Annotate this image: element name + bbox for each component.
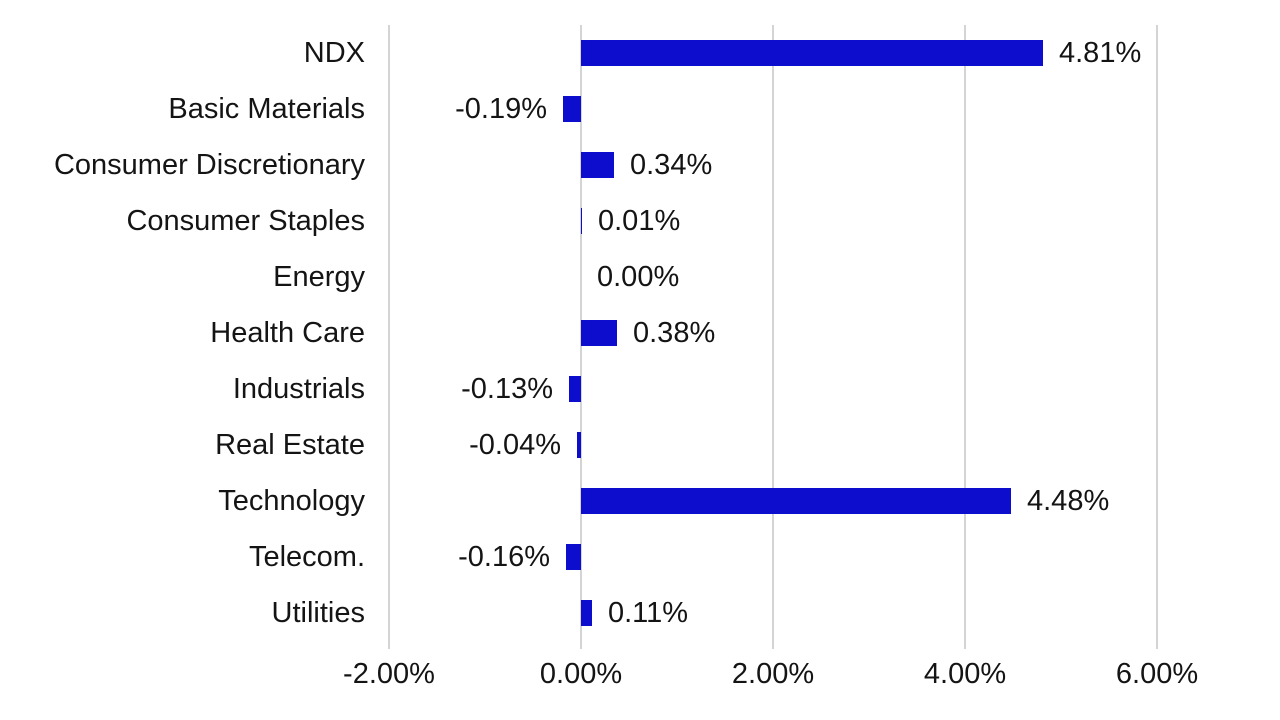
chart-row: Energy 0.00% bbox=[0, 249, 1280, 305]
gridline bbox=[1156, 25, 1158, 641]
value-label: 0.11% bbox=[608, 597, 689, 629]
bar bbox=[581, 40, 1043, 66]
category-label: Consumer Staples bbox=[126, 205, 365, 237]
axis-tick-mark bbox=[388, 641, 390, 649]
bar bbox=[563, 96, 581, 122]
bar-track: 0.34% bbox=[389, 137, 1157, 193]
bar bbox=[581, 600, 592, 626]
category-label: Technology bbox=[218, 485, 365, 517]
bar bbox=[569, 376, 581, 402]
bar-track: 0.00% bbox=[389, 249, 1157, 305]
value-label: -0.04% bbox=[469, 429, 561, 461]
chart-row: Industrials -0.13% bbox=[0, 361, 1280, 417]
x-axis-tick-label: 2.00% bbox=[731, 658, 815, 690]
category-label: Real Estate bbox=[215, 429, 365, 461]
x-axis-tick-label: 0.00% bbox=[539, 658, 623, 690]
bar-track: 0.38% bbox=[389, 305, 1157, 361]
bar-rows: NDX 4.81% Basic Materials -0.19% Consumer Di… bbox=[0, 25, 1280, 641]
bar-track: 4.48% bbox=[389, 473, 1157, 529]
bar bbox=[577, 432, 581, 458]
value-label: -0.13% bbox=[461, 373, 553, 405]
bar-track: -0.13% bbox=[389, 361, 1157, 417]
value-label: 0.34% bbox=[630, 149, 713, 181]
x-axis-tick-label: 4.00% bbox=[923, 658, 1007, 690]
value-label: 4.48% bbox=[1027, 485, 1110, 517]
category-label: Industrials bbox=[232, 373, 365, 405]
bar-track: -0.16% bbox=[389, 529, 1157, 585]
bar-track: 0.01% bbox=[389, 193, 1157, 249]
bar bbox=[581, 208, 582, 234]
value-label: -0.16% bbox=[458, 541, 550, 573]
gridline bbox=[772, 25, 774, 641]
category-label: Telecom. bbox=[248, 541, 365, 573]
chart-row: Telecom. -0.16% bbox=[0, 529, 1280, 585]
category-label: Health Care bbox=[210, 317, 365, 349]
axis-tick-mark bbox=[1156, 641, 1158, 649]
axis-tick-mark bbox=[580, 641, 582, 649]
x-axis-tick-label: -2.00% bbox=[343, 658, 435, 690]
bar bbox=[581, 488, 1011, 514]
chart-row: Consumer Discretionary 0.34% bbox=[0, 137, 1280, 193]
value-label: 0.38% bbox=[633, 317, 716, 349]
gridline bbox=[388, 25, 390, 641]
category-label: Basic Materials bbox=[168, 93, 365, 125]
chart-row: Consumer Staples 0.01% bbox=[0, 193, 1280, 249]
bar-track: 0.11% bbox=[389, 585, 1157, 641]
value-label: -0.19% bbox=[455, 93, 547, 125]
bar bbox=[581, 152, 614, 178]
category-label: Utilities bbox=[271, 597, 365, 629]
axis-tick-mark bbox=[964, 641, 966, 649]
bar bbox=[566, 544, 581, 570]
category-label: Consumer Discretionary bbox=[53, 149, 365, 181]
bar-track: -0.04% bbox=[389, 417, 1157, 473]
category-label: NDX bbox=[303, 37, 365, 69]
value-label: 0.00% bbox=[597, 261, 680, 293]
value-label: 4.81% bbox=[1059, 37, 1142, 69]
chart-row: Utilities 0.11% bbox=[0, 585, 1280, 641]
chart-row: NDX 4.81% bbox=[0, 25, 1280, 81]
chart-row: Basic Materials -0.19% bbox=[0, 81, 1280, 137]
gridline bbox=[964, 25, 966, 641]
axis-tick-mark bbox=[772, 641, 774, 649]
bar bbox=[581, 320, 617, 346]
bar-track: -0.19% bbox=[389, 81, 1157, 137]
category-label: Energy bbox=[273, 261, 365, 293]
value-label: 0.01% bbox=[598, 205, 681, 237]
x-axis: -2.00% 0.00% 2.00% 4.00% 6.00% bbox=[343, 652, 1198, 696]
x-axis-tick-label: 6.00% bbox=[1115, 658, 1199, 690]
bar-track: 4.81% bbox=[389, 25, 1157, 81]
chart-row: Health Care 0.38% bbox=[0, 305, 1280, 361]
chart-row: Technology 4.48% bbox=[0, 473, 1280, 529]
chart-row: Real Estate -0.04% bbox=[0, 417, 1280, 473]
